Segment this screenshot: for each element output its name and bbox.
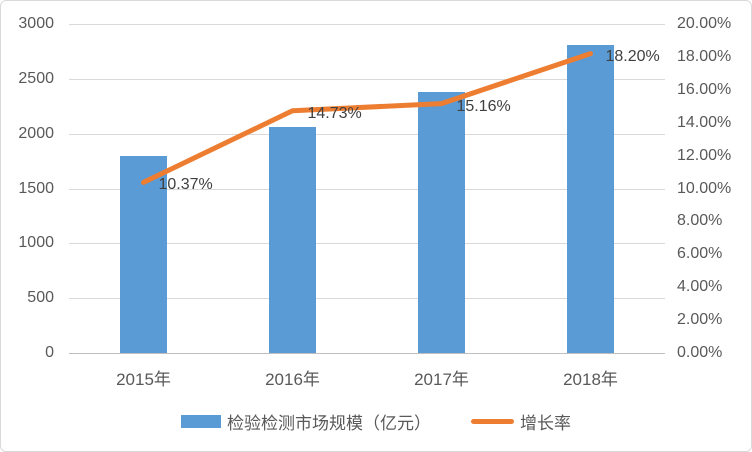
right-tick-label: 14.00% [677, 113, 732, 131]
legend: 检验检测市场规模（亿元） 增长率 [1, 409, 751, 434]
growth-data-label: 18.20% [605, 47, 660, 65]
right-tick-label: 2.00% [677, 311, 723, 329]
line-swatch-icon [471, 419, 514, 424]
gridline [69, 133, 665, 135]
left-tick-label: 2500 [18, 69, 54, 87]
left-tick-label: 2000 [18, 124, 54, 142]
left-tick-label: 500 [27, 289, 54, 307]
right-tick-label: 8.00% [677, 212, 723, 230]
legend-item-growth-rate: 增长率 [471, 409, 571, 434]
plot-area [69, 24, 665, 354]
gridline [69, 243, 665, 245]
growth-data-label: 14.73% [307, 104, 362, 122]
bar-2015年 [120, 155, 167, 353]
x-axis-label: 2016年 [265, 370, 320, 389]
legend-label-market-size: 检验检测市场规模（亿元） [227, 414, 431, 433]
left-tick-label: 1000 [18, 234, 54, 252]
gridline [69, 298, 665, 300]
legend-label-growth-rate: 增长率 [520, 414, 571, 433]
legend-item-market-size: 检验检测市场规模（亿元） [181, 409, 431, 434]
left-tick-label: 1500 [18, 179, 54, 197]
bar-2017年 [418, 92, 465, 353]
x-axis-label: 2017年 [414, 370, 469, 389]
right-tick-label: 12.00% [677, 146, 732, 164]
bar-swatch-icon [181, 415, 221, 428]
right-tick-label: 0.00% [677, 344, 723, 361]
right-tick-label: 10.00% [677, 179, 732, 197]
x-axis-label: 2018年 [563, 370, 618, 389]
left-tick-label: 3000 [18, 15, 54, 32]
gridline [69, 353, 665, 354]
gridline [69, 188, 665, 190]
growth-data-label: 15.16% [456, 97, 511, 115]
left-tick-label: 0 [45, 344, 54, 361]
bar-2016年 [269, 126, 316, 353]
right-tick-label: 18.00% [677, 47, 732, 65]
right-tick-label: 6.00% [677, 245, 723, 263]
growth-data-label: 10.37% [158, 176, 213, 194]
right-tick-label: 20.00% [677, 15, 732, 32]
growth-line [141, 51, 593, 185]
gridline [69, 78, 665, 80]
bar-2018年 [567, 44, 614, 353]
right-tick-label: 16.00% [677, 80, 732, 98]
right-tick-label: 4.00% [677, 278, 723, 296]
x-axis-label: 2015年 [116, 370, 171, 389]
gridline [69, 24, 665, 25]
